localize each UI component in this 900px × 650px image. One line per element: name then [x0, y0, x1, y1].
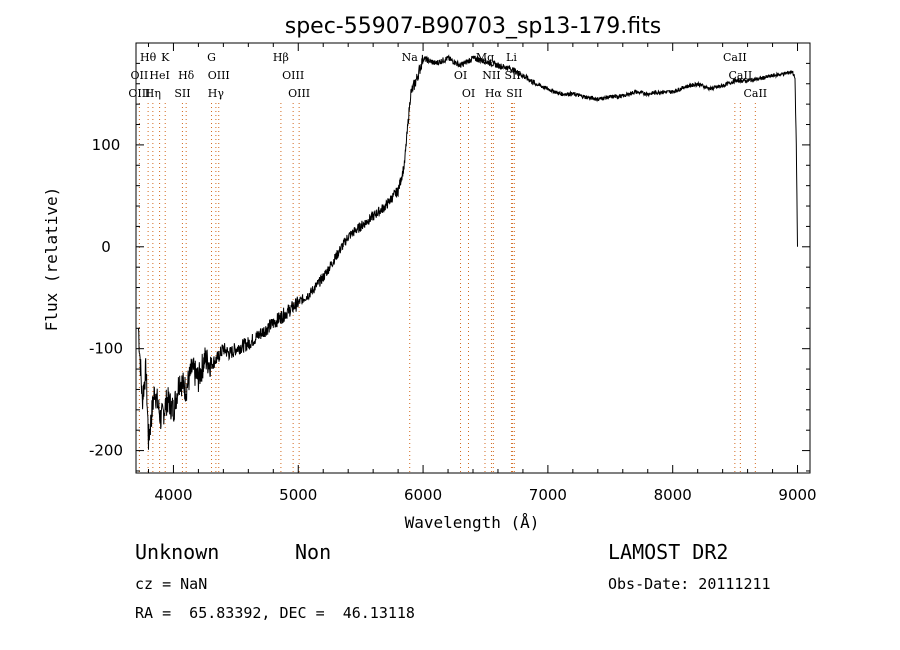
marker-label: OIII [282, 69, 304, 82]
y-axis-label: Flux (relative) [42, 187, 61, 332]
marker-label: Hβ [273, 51, 289, 64]
plot-frame [135, 42, 811, 474]
marker-label: SII [174, 87, 190, 100]
object-class: Unknown [135, 540, 220, 564]
marker-label: Hθ [140, 51, 157, 64]
x-tick-label: 5000 [279, 486, 317, 504]
object-subclass: Non [295, 540, 332, 564]
marker-label: K [161, 51, 170, 64]
marker-label: HeI [149, 69, 169, 82]
marker-label: OI [462, 87, 475, 100]
x-axis-label: Wavelength (Å) [405, 513, 540, 532]
marker-label: Hα [485, 87, 503, 100]
marker-label: OIII [288, 87, 310, 100]
marker-label: OII [131, 69, 149, 82]
coordinates: RA = 65.83392, DEC = 46.13118 [135, 604, 415, 622]
marker-label: CaII [743, 87, 767, 100]
marker-label: CaII [723, 51, 747, 64]
x-axis: 4000 5000 6000 7000 8000 9000 [147, 43, 817, 504]
x-tick-label: 7000 [529, 486, 567, 504]
marker-label: OI [454, 69, 467, 82]
marker-label: OIII [208, 69, 230, 82]
x-tick-label: 8000 [654, 486, 692, 504]
survey-name: LAMOST DR2 [608, 540, 729, 564]
x-tick-label: 4000 [154, 486, 192, 504]
marker-label: Na [402, 51, 419, 64]
y-tick-label: 0 [101, 238, 111, 256]
marker-label: Hδ [178, 69, 195, 82]
marker-label: SII [506, 87, 522, 100]
spectrum-line [138, 54, 798, 450]
marker-label: OIII [128, 87, 150, 100]
marker-label: G [207, 51, 216, 64]
redshift-text: cz = NaN [135, 575, 208, 593]
x-tick-label: 6000 [404, 486, 442, 504]
chart-title: spec-55907-B90703_sp13-179.fits [285, 14, 662, 39]
x-tick-label: 9000 [778, 486, 816, 504]
marker-label: Hη [145, 87, 161, 100]
marker-label: Li [506, 51, 517, 64]
marker-label: NII [482, 69, 500, 82]
marker-label: Hγ [208, 87, 225, 100]
y-axis: -200 -100 0 100 [89, 62, 810, 472]
y-tick-label: 100 [92, 136, 121, 154]
obs-date: Obs-Date: 20111211 [608, 575, 771, 593]
y-tick-label: -100 [89, 340, 123, 358]
y-tick-label: -200 [89, 442, 123, 460]
